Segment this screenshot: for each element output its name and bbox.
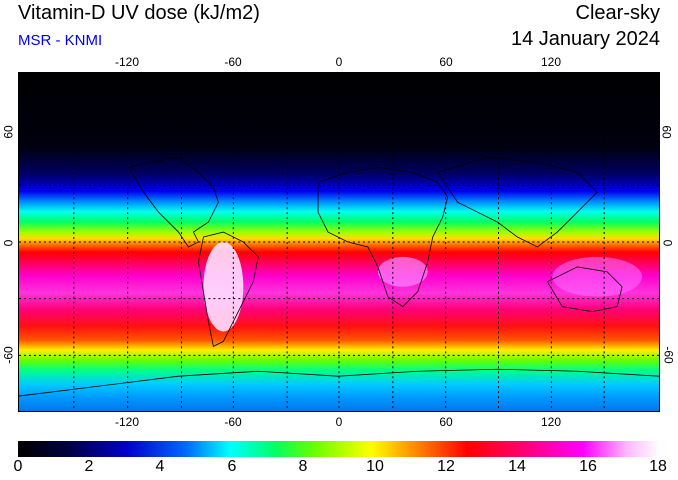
asia-outline: [437, 157, 598, 248]
north-america-outline: [128, 157, 219, 248]
lon-tick-top: -60: [224, 55, 242, 69]
lat-tick-left: 0: [1, 239, 16, 247]
lon-tick-bottom: 60: [439, 415, 453, 429]
coastlines: [19, 157, 659, 397]
south-america-outline: [198, 231, 259, 347]
date-label: 14 January 2024: [510, 28, 660, 50]
colorbar-tick: 18: [649, 458, 667, 475]
lon-tick-top: 60: [439, 55, 453, 69]
graticule: [19, 73, 659, 411]
lon-tick-top: -120: [114, 55, 140, 69]
lon-tick-bottom: -120: [114, 415, 140, 429]
lon-tick-bottom: 120: [540, 415, 562, 429]
lat-tick-left: 60: [1, 125, 16, 139]
lon-tick-bottom: 0: [335, 415, 343, 429]
colorbar-tick: 0: [13, 458, 23, 475]
colorbar-gradient: [18, 441, 660, 457]
colorbar-tick: 8: [298, 458, 308, 475]
lat-tick-left: -60: [1, 346, 16, 364]
colorbar-tick: 16: [579, 458, 597, 475]
antarctica-outline: [19, 368, 659, 397]
lat-tick-right: 0: [660, 239, 675, 247]
colorbar-tick: 10: [366, 458, 384, 475]
mode-label: Clear-sky: [575, 2, 660, 24]
map-title: Vitamin-D UV dose (kJ/m2): [18, 2, 260, 24]
colorbar-tick: 12: [437, 458, 455, 475]
lon-tick-top: 120: [540, 55, 562, 69]
lat-tick-right: -60: [661, 346, 676, 364]
lon-tick-top: 0: [335, 55, 343, 69]
andes-hotspot: [203, 242, 244, 332]
africa-hotspot: [377, 256, 428, 287]
colorbar-tick: 4: [155, 458, 165, 475]
australia-hotspot: [552, 256, 643, 297]
colorbar-tick: 2: [84, 458, 94, 475]
map-canvas: [19, 73, 659, 411]
colorbar-tick: 14: [508, 458, 526, 475]
uv-dose-map: [18, 72, 660, 412]
lon-tick-bottom: -60: [224, 415, 242, 429]
lat-tick-right: 60: [659, 125, 674, 139]
australia-outline: [546, 266, 623, 312]
colorbar-tick: 6: [227, 458, 237, 475]
africa-europe-outline: [317, 167, 449, 308]
source-label: MSR - KNMI: [18, 32, 103, 49]
colorbar: [18, 441, 660, 457]
